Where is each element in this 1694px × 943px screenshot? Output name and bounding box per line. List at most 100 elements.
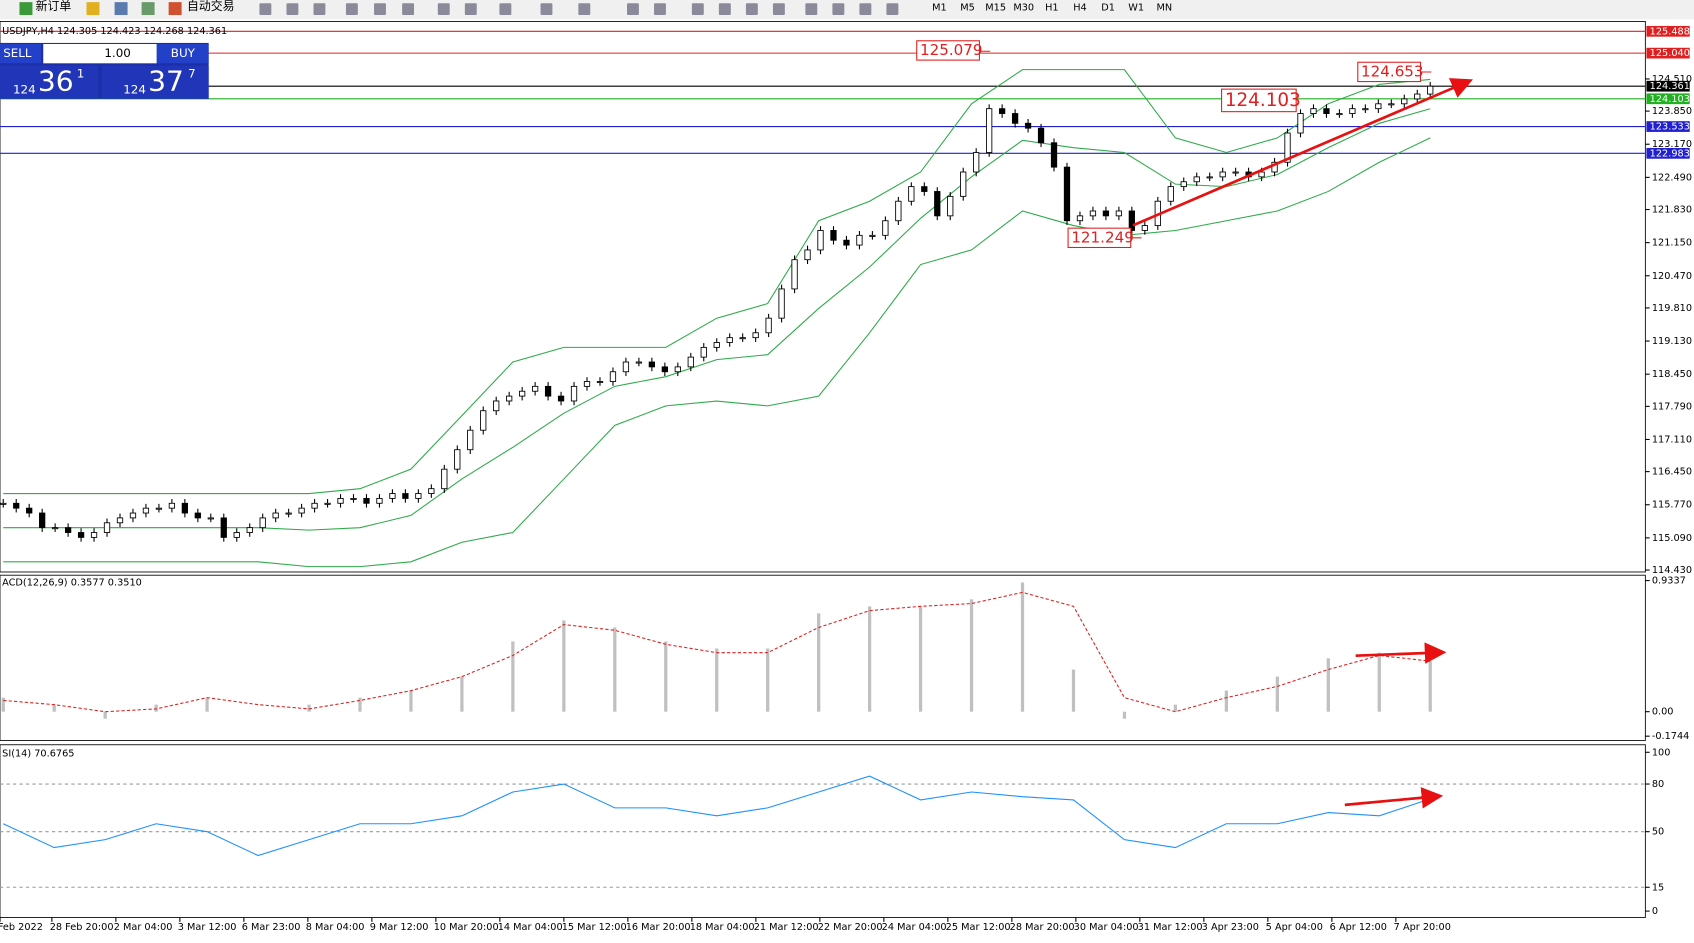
- timeframe-button[interactable]: M15: [985, 3, 1006, 14]
- candle-body: [350, 497, 357, 500]
- timeframe-button[interactable]: H4: [1073, 3, 1087, 14]
- tool-icon[interactable]: [313, 3, 326, 16]
- bollinger-lower: [3, 137, 1431, 568]
- candle-body: [843, 239, 850, 246]
- timeframe-button[interactable]: M1: [932, 3, 947, 14]
- tool-icon[interactable]: [259, 3, 272, 16]
- price-level-label: 123.533: [1650, 122, 1690, 133]
- auto-trading-button[interactable]: 自动交易: [187, 0, 235, 13]
- tool-icon[interactable]: [745, 3, 758, 16]
- candle-body: [622, 361, 630, 373]
- macd-bar: [205, 697, 209, 712]
- tool-icon[interactable]: [627, 3, 639, 16]
- auto-trading-icon[interactable]: [168, 2, 182, 16]
- x-tick-label: 10 Mar 20:00: [434, 922, 499, 933]
- ask-big: 124: [123, 83, 146, 97]
- tool-icon[interactable]: [578, 3, 591, 16]
- trend-arrow: [1132, 78, 1474, 227]
- candle-body: [13, 502, 20, 509]
- timeframe-button[interactable]: H1: [1045, 3, 1059, 14]
- rsi-title: SI(14) 70.6765: [2, 748, 74, 759]
- tool-icon[interactable]: [772, 3, 785, 16]
- toolbar: [0, 0, 1694, 20]
- candle-body: [791, 259, 798, 290]
- annotation-box: [1067, 227, 1132, 249]
- tool-icon[interactable]: [859, 3, 872, 16]
- lot-value[interactable]: 1.00: [104, 46, 130, 60]
- tool-icon[interactable]: [402, 3, 415, 16]
- tool-icon[interactable]: [654, 3, 666, 16]
- timeframe-button[interactable]: D1: [1101, 3, 1115, 14]
- y-tick-label: 15: [1652, 882, 1664, 893]
- y-tick-label: 115.770: [1652, 500, 1692, 511]
- new-order-button[interactable]: 新订单: [36, 0, 72, 13]
- annotation-box: [1357, 61, 1422, 83]
- tool-icon[interactable]: [286, 3, 299, 16]
- tool-icon[interactable]: [691, 3, 704, 16]
- price-level-box: [1646, 93, 1690, 105]
- y-tick-label: 50: [1652, 827, 1664, 838]
- trade-panel: SELL 1.00 BUY 124 36 1 124 37 7: [0, 42, 209, 99]
- tool-icon[interactable]: [886, 3, 899, 16]
- candle-body: [1297, 113, 1304, 134]
- y-tick-label: 119.810: [1652, 303, 1692, 314]
- candle-body: [596, 381, 604, 383]
- macd-bar: [1275, 676, 1279, 712]
- buy-label[interactable]: BUY: [171, 46, 196, 60]
- candle-body: [337, 497, 344, 504]
- lot-field[interactable]: [43, 43, 157, 64]
- macd-bar: [918, 606, 923, 712]
- y-tick-label: -0.1744: [1652, 731, 1690, 742]
- candle-body: [986, 108, 993, 153]
- sell-button[interactable]: [0, 43, 42, 64]
- timeframe-button[interactable]: MN: [1156, 3, 1172, 14]
- buy-button[interactable]: [156, 43, 209, 64]
- candle-body: [674, 366, 681, 373]
- tool-icon[interactable]: [345, 3, 358, 16]
- sell-label[interactable]: SELL: [3, 46, 32, 60]
- tool-icon[interactable]: [86, 2, 100, 16]
- macd-bar: [460, 676, 464, 712]
- y-tick-label: 0.9337: [1652, 576, 1686, 587]
- new-order-icon[interactable]: [19, 2, 33, 16]
- candle-body: [103, 522, 111, 533]
- candle-body: [1232, 171, 1239, 174]
- candle-body: [1063, 166, 1071, 222]
- tool-icon[interactable]: [464, 3, 477, 16]
- price-level-label: 124.361: [1650, 81, 1690, 92]
- timeframe-button[interactable]: M5: [960, 3, 975, 14]
- candle-body: [921, 186, 928, 192]
- tool-icon[interactable]: [499, 3, 512, 16]
- y-tick-label: 114.430: [1652, 565, 1692, 576]
- candle-body: [428, 488, 435, 494]
- candle-body: [570, 385, 578, 402]
- candle-body: [0, 502, 7, 505]
- tool-icon[interactable]: [114, 2, 128, 16]
- bid-box[interactable]: [0, 65, 99, 99]
- macd-arrow: [1355, 642, 1447, 664]
- y-tick-label: 122.490: [1652, 172, 1692, 183]
- price-level-label: 124.103: [1650, 94, 1690, 105]
- timeframe-button[interactable]: W1: [1128, 3, 1144, 14]
- tool-icon[interactable]: [718, 3, 731, 16]
- macd-bar: [409, 690, 413, 712]
- candle-body: [882, 220, 889, 236]
- candle-body: [64, 527, 72, 533]
- timeframe-button[interactable]: M30: [1013, 3, 1034, 14]
- ask-main: 37: [148, 65, 184, 98]
- tool-icon[interactable]: [805, 3, 818, 16]
- candle-body: [246, 527, 253, 533]
- tool-icon[interactable]: [437, 3, 450, 16]
- ask-box[interactable]: [101, 65, 209, 99]
- candle-body: [441, 468, 448, 490]
- macd-bar: [307, 704, 311, 712]
- candle-body: [1414, 93, 1421, 100]
- toolbar-icons: M1 M5 M15 M30 H1 H4 D1 W1 MN: [259, 3, 1172, 16]
- price-chart-area: [0, 21, 1646, 573]
- tool-icon[interactable]: [832, 3, 845, 16]
- tool-icon[interactable]: [540, 3, 553, 16]
- tool-icon[interactable]: [141, 2, 155, 16]
- x-tick-label: 18 Mar 04:00: [690, 922, 755, 933]
- tool-icon[interactable]: [374, 3, 386, 16]
- macd-bar: [868, 606, 872, 712]
